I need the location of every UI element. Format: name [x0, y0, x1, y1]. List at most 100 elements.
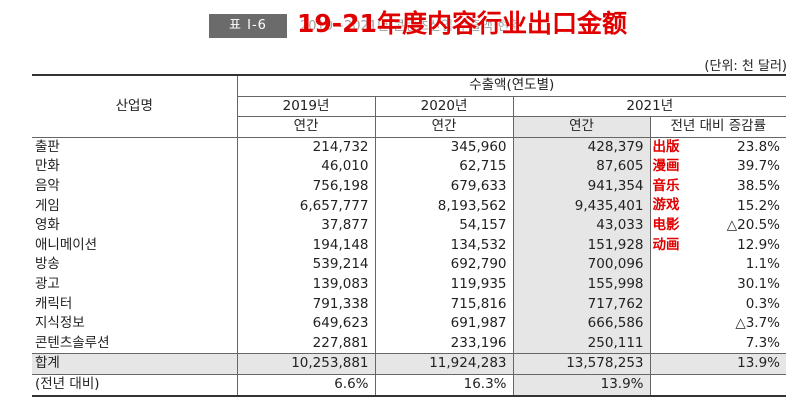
- value-2021: 941,354: [512, 176, 650, 197]
- table-row: 만화 46,010 62,715 87,605 漫画 39.7%: [32, 157, 786, 177]
- table-row: 게임 6,657,777 8,193,562 9,435,401 游戏 15.2%: [32, 196, 786, 217]
- industry-name: 캐릭터: [35, 295, 73, 312]
- industry-name: 게임: [35, 197, 60, 214]
- yoy-label: (전년 대비): [32, 374, 237, 397]
- yoy-rate: 30.1%: [649, 274, 786, 295]
- yoy-rate: △3.7%: [649, 314, 786, 334]
- value-2021: 717,762: [512, 294, 650, 315]
- value-2019: 139,083: [236, 274, 375, 295]
- yoy-2019: 6.6%: [236, 374, 375, 397]
- yoy-row: (전년 대비) 6.6% 16.3% 13.9%: [32, 374, 786, 397]
- total-label: 합계: [32, 353, 237, 375]
- industry-name: 콘텐츠솔루션: [35, 334, 110, 351]
- value-2021: 666,586: [512, 314, 650, 334]
- table-row: 영화 37,877 54,157 43,033 电影 △20.5%: [32, 216, 786, 236]
- header-year-2020: 2020년: [374, 96, 513, 118]
- total-2019: 10,253,881: [236, 353, 375, 375]
- value-2019: 6,657,777: [236, 196, 375, 217]
- rate-cell: 音乐 38.5%: [649, 176, 786, 197]
- table-row: 음악 756,198 679,633 941,354 音乐 38.5%: [32, 176, 786, 197]
- value-2021: 250,111: [512, 333, 650, 354]
- industry-name: 영화: [35, 217, 60, 234]
- rate-cell: 游戏 15.2%: [649, 196, 786, 217]
- total-row: 합계 10,253,881 11,924,283 13,578,253 13.9…: [32, 353, 786, 375]
- value-2020: 134,532: [374, 235, 513, 256]
- value-2021: 428,379: [512, 137, 650, 158]
- value-2021: 700,096: [512, 255, 650, 275]
- total-2020: 11,924,283: [374, 353, 513, 375]
- yoy-rate: 15.2%: [737, 197, 780, 214]
- value-2019: 194,148: [236, 235, 375, 256]
- industry-name: 방송: [35, 256, 60, 273]
- chinese-tag: 出版: [652, 138, 680, 155]
- table-row: 콘텐츠솔루션 227,881 233,196 250,111 7.3%: [32, 333, 786, 354]
- table-row: 출판 214,732 345,960 428,379 出版 23.8%: [32, 137, 786, 158]
- value-2021: 151,928: [512, 235, 650, 256]
- value-2019: 756,198: [236, 176, 375, 197]
- chinese-tag: 音乐: [652, 177, 680, 194]
- value-2020: 715,816: [374, 294, 513, 315]
- value-2020: 62,715: [374, 157, 513, 177]
- yoy-rate: 12.9%: [737, 236, 780, 253]
- rate-cell: 动画 12.9%: [649, 235, 786, 256]
- industry-name: 광고: [35, 275, 60, 292]
- yoy-rate: 23.8%: [737, 138, 780, 155]
- value-2020: 54,157: [374, 216, 513, 236]
- header-annual-2019: 연간: [236, 116, 375, 138]
- value-2020: 691,987: [374, 314, 513, 334]
- industry-name: 음악: [35, 177, 60, 194]
- rate-cell: 电影 △20.5%: [649, 216, 786, 236]
- header-year-2021: 2021년: [512, 96, 786, 118]
- rate-cell: 出版 23.8%: [649, 137, 786, 158]
- yoy-rate: 39.7%: [737, 158, 780, 175]
- export-table: 산업명 수출액(연도별) 2019년 2020년 2021년 연간 연간 연간 …: [32, 73, 786, 397]
- yoy-2020: 16.3%: [374, 374, 513, 397]
- value-2019: 214,732: [236, 137, 375, 158]
- value-2019: 649,623: [236, 314, 375, 334]
- table-title-korean: 2019~2021년 콘텐츠산업 수출액 현황: [300, 19, 522, 34]
- value-2019: 227,881: [236, 333, 375, 354]
- value-2020: 8,193,562: [374, 196, 513, 217]
- value-2020: 233,196: [374, 333, 513, 354]
- overlay-title-chinese: 19-21年度内容行业出口金额: [297, 9, 627, 38]
- industry-name: 애니메이션: [35, 236, 98, 253]
- header-year-2019: 2019년: [236, 96, 375, 118]
- table-row: 광고 139,083 119,935 155,998 30.1%: [32, 274, 786, 295]
- header-annual-2020: 연간: [374, 116, 513, 138]
- unit-note: (단위: 천 달러): [704, 59, 787, 74]
- header-industry: 산업명: [32, 73, 237, 138]
- value-2021: 155,998: [512, 274, 650, 295]
- yoy-2021: 13.9%: [512, 374, 650, 397]
- value-2020: 345,960: [374, 137, 513, 158]
- value-2021: 43,033: [512, 216, 650, 236]
- value-2019: 46,010: [236, 157, 375, 177]
- rate-cell: 漫画 39.7%: [649, 157, 786, 177]
- value-2020: 679,633: [374, 176, 513, 197]
- chinese-tag: 动画: [652, 236, 680, 253]
- yoy-rate: 0.3%: [649, 294, 786, 315]
- value-2021: 9,435,401: [512, 196, 650, 217]
- table-row: 지식정보 649,623 691,987 666,586 △3.7%: [32, 314, 786, 334]
- value-2019: 37,877: [236, 216, 375, 236]
- yoy-rate: 38.5%: [737, 177, 780, 194]
- table-number-label: 표 Ⅰ-6: [209, 14, 287, 38]
- value-2019: 539,214: [236, 255, 375, 275]
- chinese-tag: 漫画: [652, 158, 680, 175]
- table-row: 애니메이션 194,148 134,532 151,928 动画 12.9%: [32, 235, 786, 256]
- value-2020: 119,935: [374, 274, 513, 295]
- yoy-rate: 1.1%: [649, 255, 786, 275]
- table-row: 방송 539,214 692,790 700,096 1.1%: [32, 255, 786, 275]
- yoy-rate: 7.3%: [649, 333, 786, 354]
- yoy-rate: △20.5%: [726, 217, 780, 234]
- industry-name: 만화: [35, 158, 60, 175]
- table-row: 캐릭터 791,338 715,816 717,762 0.3%: [32, 294, 786, 315]
- header-annual-2021: 연간: [512, 116, 650, 138]
- total-2021: 13,578,253: [512, 353, 650, 375]
- chinese-tag: 电影: [652, 217, 680, 234]
- total-rate: 13.9%: [649, 353, 786, 375]
- chinese-tag: 游戏: [652, 197, 680, 214]
- header-export-group: 수출액(연도별): [236, 73, 786, 97]
- industry-name: 지식정보: [35, 315, 85, 332]
- yoy-empty: [649, 374, 786, 397]
